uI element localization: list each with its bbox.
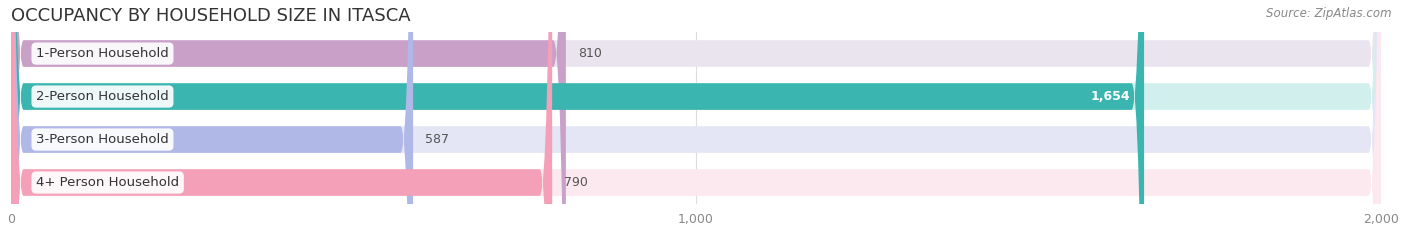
Text: 3-Person Household: 3-Person Household: [37, 133, 169, 146]
Text: 587: 587: [426, 133, 450, 146]
FancyBboxPatch shape: [11, 0, 1144, 233]
Text: 790: 790: [564, 176, 588, 189]
FancyBboxPatch shape: [11, 0, 1381, 233]
FancyBboxPatch shape: [11, 0, 413, 233]
Text: 2-Person Household: 2-Person Household: [37, 90, 169, 103]
FancyBboxPatch shape: [11, 0, 1381, 233]
FancyBboxPatch shape: [11, 0, 1381, 233]
Text: OCCUPANCY BY HOUSEHOLD SIZE IN ITASCA: OCCUPANCY BY HOUSEHOLD SIZE IN ITASCA: [11, 7, 411, 25]
FancyBboxPatch shape: [11, 0, 1381, 233]
Text: 4+ Person Household: 4+ Person Household: [37, 176, 179, 189]
Text: Source: ZipAtlas.com: Source: ZipAtlas.com: [1267, 7, 1392, 20]
Text: 1-Person Household: 1-Person Household: [37, 47, 169, 60]
FancyBboxPatch shape: [11, 0, 553, 233]
FancyBboxPatch shape: [11, 0, 565, 233]
Text: 1,654: 1,654: [1091, 90, 1130, 103]
Text: 810: 810: [578, 47, 602, 60]
